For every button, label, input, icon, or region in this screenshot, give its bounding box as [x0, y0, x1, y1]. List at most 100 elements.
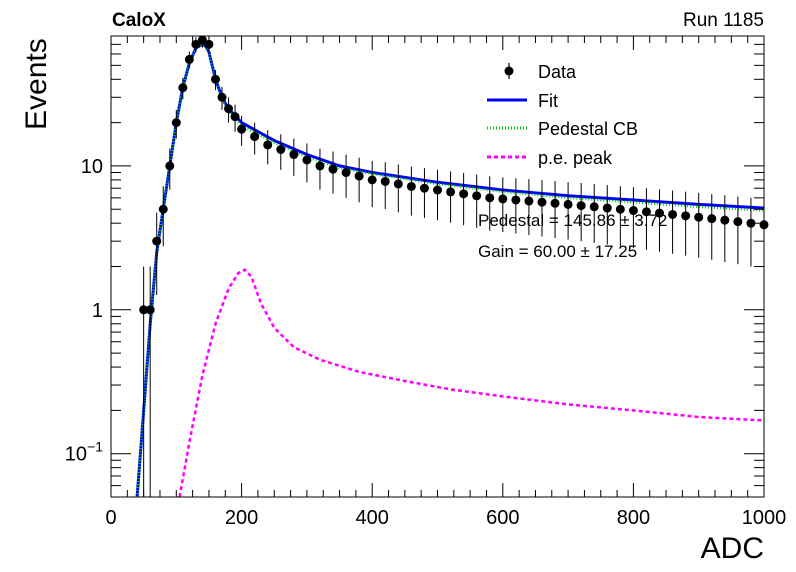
experiment-label: CaloX: [112, 10, 166, 31]
data-point: [498, 177, 508, 233]
data-point: [184, 51, 194, 69]
data-point: [615, 186, 625, 247]
data-point-marker: [393, 179, 403, 189]
data-point-marker: [354, 171, 364, 181]
y-axis: 10−1 1 10: [65, 35, 764, 498]
data-point: [694, 192, 704, 258]
data-point: [158, 186, 168, 247]
data-point: [224, 97, 234, 123]
data-point: [289, 138, 299, 176]
data-point-marker: [459, 189, 469, 199]
data-point-marker: [165, 161, 175, 171]
data-point-marker: [720, 215, 730, 225]
data-point-marker: [341, 168, 351, 178]
data-point-marker: [380, 176, 390, 186]
legend-label-data: Data: [538, 62, 577, 82]
data-point-marker: [537, 197, 547, 207]
data-point: [276, 134, 286, 170]
data-point: [263, 130, 273, 165]
data-point: [178, 77, 188, 100]
data-point-marker: [328, 164, 338, 174]
data-point: [145, 266, 155, 497]
data-point: [746, 197, 756, 267]
data-point-marker: [681, 211, 691, 221]
x-tick-label: 400: [356, 507, 389, 529]
data-point: [707, 194, 717, 260]
data-point-marker: [472, 191, 482, 201]
data-point-marker: [602, 203, 612, 213]
data-point: [406, 166, 416, 216]
y-tick-label: 10: [81, 156, 103, 178]
data-point-marker: [498, 194, 508, 204]
data-point-marker: [217, 92, 227, 102]
data-point: [733, 196, 743, 265]
data-point: [302, 143, 312, 183]
data-point: [217, 86, 227, 110]
gain-annotation: Gain = 60.00 ± 17.25: [478, 242, 637, 261]
data-point: [602, 185, 612, 245]
data-point-marker: [628, 206, 638, 216]
x-tick-label: 1000: [742, 507, 787, 529]
legend-entry-fit: Fit: [487, 91, 558, 111]
data-point-marker: [250, 132, 260, 142]
data-point-marker: [263, 140, 273, 150]
data-point: [210, 70, 220, 91]
data-point-marker: [276, 145, 286, 155]
data-point-marker: [563, 199, 573, 209]
data-point: [720, 195, 730, 262]
data-point: [524, 179, 534, 235]
data-point-marker: [197, 35, 207, 45]
data-point: [328, 151, 338, 194]
data-point: [152, 212, 162, 295]
data-point: [315, 148, 325, 190]
data-point-marker: [152, 236, 162, 246]
x-axis-label: ADC: [701, 532, 764, 565]
data-point: [576, 183, 586, 242]
legend-entry-pedestal-cb: Pedestal CB: [487, 119, 638, 139]
data-point-marker: [641, 207, 651, 217]
data-point-marker: [433, 185, 442, 195]
legend-label-pe-peak: p.e. peak: [538, 148, 613, 168]
data-point-marker: [485, 193, 495, 203]
data-point: [171, 110, 181, 139]
legend-label-pedestal-cb: Pedestal CB: [538, 119, 638, 139]
data-point: [641, 188, 651, 250]
data-point-marker: [707, 214, 717, 224]
data-point-marker: [746, 218, 756, 228]
y-tick-label: 1: [92, 300, 103, 322]
data-point: [628, 187, 638, 249]
data-point: [485, 176, 495, 231]
data-point: [419, 168, 429, 218]
data-point: [230, 104, 240, 132]
data-point-marker: [210, 74, 220, 84]
data-point-marker: [191, 39, 201, 49]
data-point: [511, 178, 521, 234]
data-point: [197, 35, 207, 48]
data-point-marker: [184, 54, 194, 64]
data-point-marker: [668, 209, 678, 219]
data-point-marker: [655, 208, 665, 218]
data-point-marker: [178, 83, 188, 93]
x-tick-label: 800: [617, 507, 650, 529]
data-point-marker: [406, 181, 416, 191]
data-point: [341, 154, 351, 198]
y-tick-label: 10−1: [65, 439, 103, 466]
data-point: [459, 173, 469, 226]
legend: Data Fit Pedestal CB p.e. peak: [487, 62, 638, 168]
data-point-marker: [694, 212, 704, 222]
data-point-marker: [204, 39, 214, 49]
data-point-marker: [576, 201, 586, 211]
data-point-marker: [158, 204, 168, 214]
data-point: [191, 37, 201, 53]
data-point: [433, 169, 442, 221]
data-point: [237, 115, 247, 147]
data-point: [250, 122, 260, 155]
data-point-marker: [139, 305, 149, 315]
y-axis-label: Events: [20, 38, 53, 130]
data-point: [550, 181, 560, 239]
data-point: [655, 189, 665, 252]
x-tick-label: 200: [225, 507, 258, 529]
data-point: [446, 171, 456, 223]
data-point: [139, 266, 149, 497]
data-point-marker: [302, 155, 312, 165]
